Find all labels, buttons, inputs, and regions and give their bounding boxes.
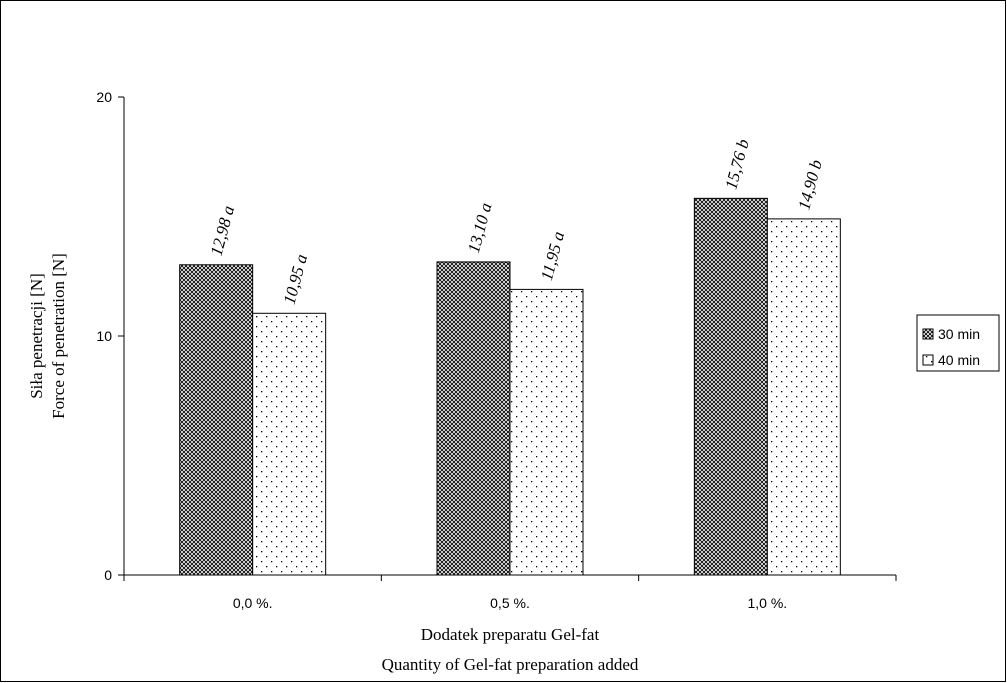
x-tick-label: 0,0 %. bbox=[233, 595, 273, 611]
y-axis-label-line2: Force of penetration [N] bbox=[49, 253, 68, 419]
x-axis-label-line2: Quantity of Gel-fat preparation added bbox=[382, 655, 639, 674]
x-axis-label-line1: Dodatek preparatu Gel-fat bbox=[421, 625, 600, 644]
bar-crosshatch bbox=[436, 261, 511, 576]
bar-dots bbox=[252, 312, 327, 576]
bar-crosshatch bbox=[693, 197, 768, 576]
legend-item-30min: 30 min bbox=[922, 326, 980, 342]
bar-crosshatch bbox=[179, 264, 254, 576]
x-tick-label: 0,5 %. bbox=[490, 595, 530, 611]
legend-item-40min: 40 min bbox=[922, 352, 980, 368]
legend-swatch-crosshatch bbox=[922, 328, 934, 340]
x-tick-label: 1,0 %. bbox=[747, 595, 787, 611]
legend: 30 min 40 min bbox=[916, 314, 1000, 372]
x-ticks: 0,0 %. 0,5 %. 1,0 %. bbox=[123, 575, 897, 611]
legend-label: 30 min bbox=[938, 326, 980, 342]
y-tick-label: 0 bbox=[104, 567, 112, 583]
y-axis-label-line1: Siła penetracji [N] bbox=[27, 273, 46, 399]
bars bbox=[179, 197, 841, 576]
bar-dots bbox=[509, 288, 584, 576]
y-ticks: 0 10 20 bbox=[96, 89, 124, 583]
legend-swatch-dots bbox=[922, 354, 934, 366]
bar-dots bbox=[766, 218, 841, 576]
y-tick-label: 20 bbox=[96, 89, 112, 105]
y-tick-label: 10 bbox=[96, 328, 112, 344]
legend-label: 40 min bbox=[938, 352, 980, 368]
